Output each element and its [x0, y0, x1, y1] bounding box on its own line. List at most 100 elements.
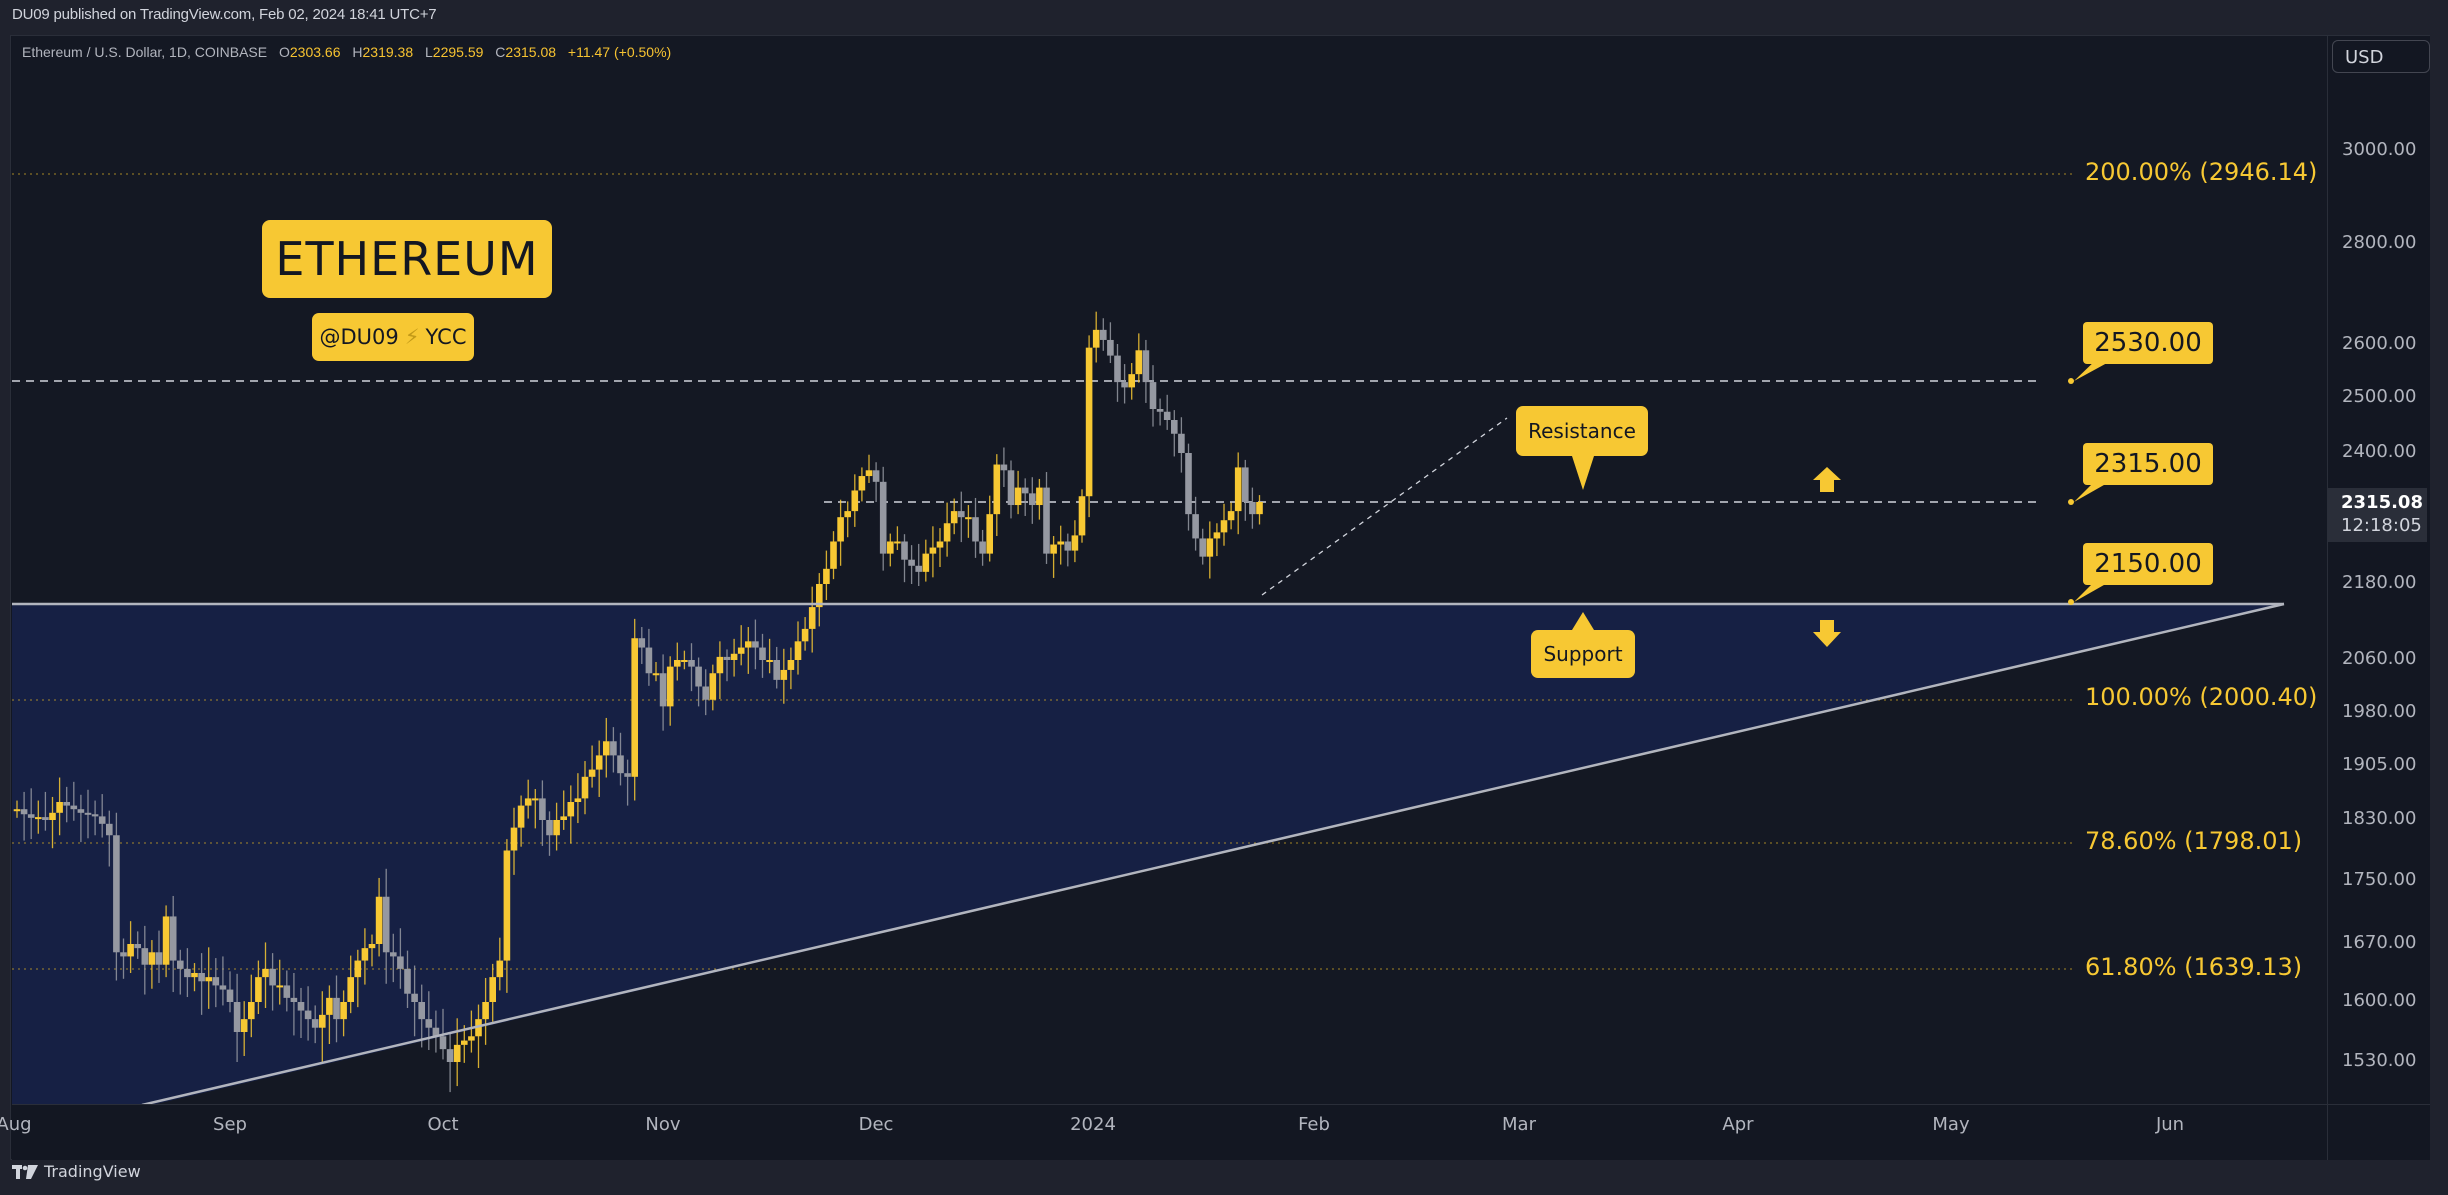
candle: [652, 673, 660, 676]
candle: [425, 1019, 433, 1028]
candle: [390, 952, 397, 957]
candle: [865, 470, 873, 477]
fib-level-61-8: 61.80% (1639.13): [2085, 953, 2303, 981]
time-tick: Aug: [0, 1114, 32, 1135]
candle: [489, 977, 496, 1002]
candle: [162, 916, 170, 965]
candle: [695, 666, 702, 687]
candle: [13, 809, 21, 812]
symbol-name: Ethereum / U.S. Dollar, 1D, COINBASE: [22, 44, 268, 60]
candle: [382, 896, 390, 953]
candle: [453, 1044, 461, 1062]
candle: [808, 607, 816, 629]
time-axis[interactable]: [12, 1104, 2327, 1160]
candle: [1220, 520, 1228, 533]
candle: [49, 812, 56, 820]
candle: [333, 997, 340, 1020]
candle: [858, 476, 866, 491]
ascending-trendline: [141, 602, 2285, 1104]
resistance-pointer: [1572, 456, 1594, 490]
candle: [773, 660, 780, 680]
candle: [1100, 329, 1107, 340]
candle: [177, 960, 184, 969]
candle: [958, 511, 965, 518]
candle: [63, 802, 70, 806]
candle: [539, 798, 546, 820]
candle: [361, 948, 369, 961]
candle: [1192, 514, 1199, 539]
price-tick: 2800.00: [2342, 232, 2417, 253]
support-pointer: [1572, 612, 1594, 630]
candle: [1064, 541, 1072, 551]
candle: [752, 641, 759, 648]
candle: [411, 993, 418, 1002]
price-tick: 1830.00: [2342, 808, 2417, 829]
candle: [290, 997, 298, 1002]
time-tick: Nov: [645, 1114, 681, 1135]
candle: [461, 1040, 468, 1045]
change-value: +11.47 (+0.50%): [567, 44, 672, 60]
candle: [610, 741, 617, 756]
price-axis[interactable]: [2327, 36, 2430, 1104]
candle: [759, 647, 766, 660]
candle: [524, 798, 532, 806]
axis-corner: [2327, 1104, 2430, 1160]
candle: [418, 1002, 425, 1020]
candle: [248, 1002, 255, 1020]
candle: [1206, 538, 1214, 557]
candle: [787, 660, 795, 670]
candle: [1135, 350, 1143, 375]
candle: [794, 641, 802, 660]
candlestick-chart[interactable]: [12, 36, 2327, 1104]
candle: [283, 985, 291, 998]
arrow-down-icon: [1813, 620, 1841, 647]
time-tick: Dec: [858, 1114, 894, 1135]
candle: [368, 944, 376, 949]
callout-tail-2150: [2074, 577, 2118, 602]
support-callout[interactable]: Support: [1531, 630, 1635, 678]
candle: [560, 816, 567, 820]
candle: [212, 977, 220, 986]
candle: [198, 973, 205, 982]
candle: [574, 798, 582, 802]
tradingview-branding[interactable]: TradingView: [12, 1162, 141, 1181]
candle: [617, 755, 624, 774]
candle: [468, 1036, 475, 1041]
candle: [311, 1019, 319, 1028]
candle: [56, 802, 63, 813]
candle: [681, 660, 688, 662]
time-tick: Sep: [213, 1114, 247, 1135]
time-tick: Oct: [427, 1114, 459, 1135]
candle: [42, 817, 49, 820]
price-callout-2150[interactable]: 2150.00: [2083, 543, 2213, 585]
fib-level-78-6: 78.60% (1798.01): [2085, 827, 2303, 855]
candle: [148, 952, 156, 965]
fib-level-200: 200.00% (2946.14): [2085, 158, 2318, 186]
candle: [1256, 502, 1263, 515]
ethereum-title-badge[interactable]: ETHEREUM: [262, 220, 552, 298]
candle: [1007, 470, 1015, 506]
candle: [1014, 487, 1022, 506]
candle: [979, 541, 986, 554]
candle: [70, 805, 78, 810]
candle: [986, 514, 993, 554]
candle: [84, 812, 92, 815]
author-badge[interactable]: @DU09 ⚡ YCC: [312, 313, 474, 361]
currency-button[interactable]: USD: [2332, 40, 2430, 73]
candle: [375, 896, 383, 944]
candle: [993, 464, 1001, 515]
candle: [1234, 467, 1242, 512]
candle: [716, 656, 724, 674]
candle: [588, 769, 596, 777]
tradingview-logo-icon: [12, 1164, 38, 1179]
chart-plot-area[interactable]: [12, 36, 2327, 1104]
candle: [688, 660, 695, 667]
time-tick: Jun: [2155, 1114, 2185, 1135]
candle: [134, 944, 141, 949]
resistance-callout[interactable]: Resistance: [1516, 406, 1648, 456]
candle: [638, 638, 646, 648]
callout-tail-2315: [2074, 477, 2118, 502]
candle: [1171, 420, 1178, 434]
candle: [439, 1036, 447, 1050]
